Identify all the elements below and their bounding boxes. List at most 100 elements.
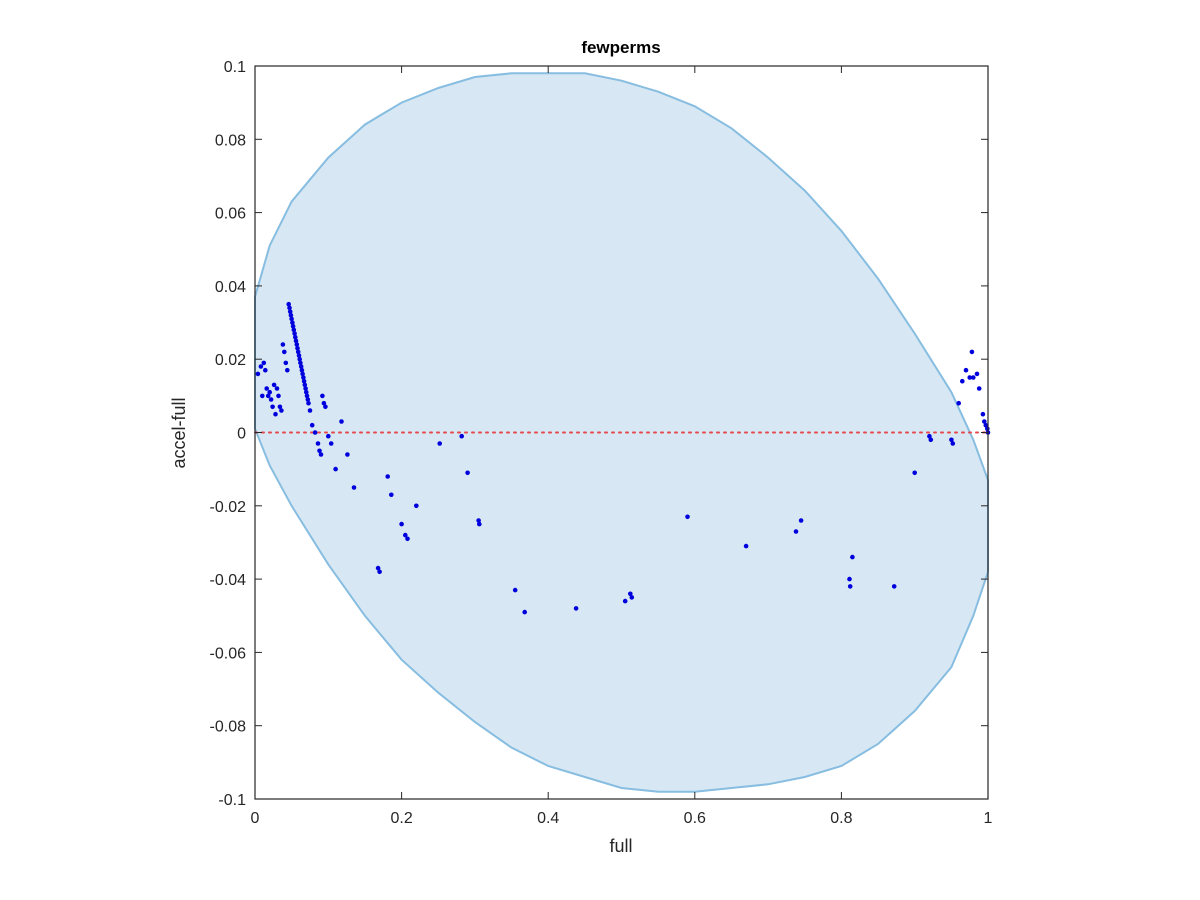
data-point: [629, 595, 635, 600]
data-point: [512, 587, 518, 593]
data-point: [328, 441, 334, 446]
data-point: [974, 371, 980, 377]
data-point: [465, 470, 470, 476]
data-point: [290, 320, 295, 325]
data-point: [318, 452, 324, 457]
data-point: [289, 316, 294, 322]
data-point: [261, 360, 267, 366]
x-tick-label: 0: [251, 810, 260, 827]
x-tick-label: 0.8: [830, 810, 852, 827]
data-point: [685, 514, 690, 520]
y-tick-label: -0.04: [210, 572, 247, 589]
data-point: [301, 375, 306, 380]
data-point: [307, 408, 313, 413]
y-tick-label: 0.06: [215, 206, 246, 223]
data-point: [277, 404, 283, 410]
data-point: [414, 503, 419, 509]
data-point: [628, 591, 633, 597]
data-point: [301, 378, 307, 384]
data-point: [476, 518, 481, 523]
data-point: [477, 521, 482, 527]
data-point: [258, 364, 264, 369]
data-point: [285, 367, 290, 373]
data-point: [956, 400, 961, 406]
data-point: [522, 609, 527, 615]
y-axis-ticks: -0.1 -0.08 -0.06 -0.04 -0.02 0 0.02 0.04 0.06 0.0…: [210, 59, 988, 809]
data-point: [295, 349, 301, 355]
y-tick-label: 0.04: [215, 279, 246, 296]
x-axis-label: full: [609, 836, 632, 856]
data-point: [260, 393, 265, 399]
data-point: [798, 518, 804, 523]
y-axis-label: accel-full: [169, 397, 189, 468]
data-point: [280, 342, 286, 347]
data-point: [309, 422, 315, 428]
data-point: [982, 419, 987, 424]
data-point: [315, 441, 321, 446]
data-point: [345, 452, 350, 457]
data-point: [377, 569, 382, 575]
x-axis-ticks: 0 0.2 0.4 0.6 0.8 1: [251, 66, 993, 827]
x-tick-label: 0.6: [684, 810, 706, 827]
data-point: [287, 305, 292, 311]
y-tick-label: -0.08: [210, 719, 247, 736]
data-point: [983, 422, 989, 428]
data-point: [282, 349, 287, 355]
x-tick-label: 0.4: [537, 810, 559, 827]
data-point: [950, 441, 956, 446]
y-tick-label: 0: [237, 426, 246, 443]
x-tick-label: 0.2: [390, 810, 412, 827]
data-point: [291, 327, 297, 333]
data-point: [263, 367, 268, 373]
data-point: [293, 334, 298, 340]
data-point: [286, 301, 292, 307]
data-point: [255, 371, 261, 377]
data-point: [296, 353, 302, 358]
data-point: [375, 565, 381, 571]
data-point: [312, 430, 318, 435]
data-point: [303, 386, 308, 391]
y-tick-label: 0.1: [224, 59, 246, 76]
data-point: [326, 433, 331, 439]
data-point: [437, 441, 443, 446]
data-point: [980, 411, 986, 417]
data-point: [927, 433, 932, 439]
y-tick-label: 0.02: [215, 352, 246, 369]
data-point: [292, 331, 297, 336]
data-point: [304, 389, 309, 395]
data-point: [971, 375, 976, 380]
data-point: [850, 554, 855, 560]
data-point: [949, 437, 954, 443]
data-point: [265, 393, 271, 399]
data-point: [274, 386, 280, 391]
data-point: [271, 382, 277, 388]
data-point: [385, 474, 391, 479]
data-point: [297, 356, 303, 362]
y-tick-label: -0.1: [218, 792, 246, 809]
data-point: [279, 408, 284, 413]
data-point: [847, 576, 852, 582]
y-tick-label: -0.02: [210, 499, 247, 516]
data-point: [283, 360, 289, 366]
data-point: [573, 606, 579, 611]
data-point: [969, 349, 975, 355]
data-point: [276, 393, 281, 399]
data-point: [912, 470, 917, 476]
data-point: [270, 404, 275, 410]
data-point: [294, 342, 300, 347]
data-point: [323, 404, 328, 410]
data-point: [320, 393, 325, 399]
data-point: [267, 389, 273, 395]
data-point: [293, 338, 299, 344]
y-tick-label: -0.06: [210, 645, 247, 662]
data-point: [302, 382, 308, 388]
data-point: [976, 386, 982, 391]
data-point: [963, 367, 969, 373]
data-point: [288, 312, 294, 318]
data-point: [399, 521, 404, 527]
data-point: [317, 448, 322, 454]
data-point: [847, 584, 853, 589]
data-point: [405, 536, 410, 542]
data-point: [793, 529, 799, 534]
data-point: [622, 598, 628, 604]
